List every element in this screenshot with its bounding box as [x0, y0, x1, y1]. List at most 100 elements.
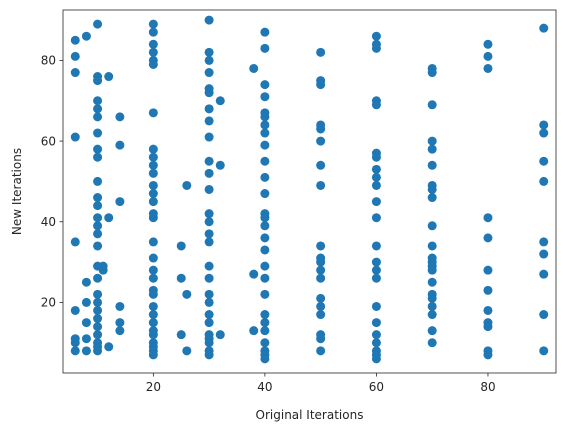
data-point [93, 112, 103, 122]
data-point [93, 314, 103, 324]
data-point [115, 197, 125, 207]
data-point [93, 201, 103, 211]
data-point [260, 354, 270, 364]
data-point [115, 301, 125, 311]
data-point [215, 160, 225, 170]
data-point [148, 27, 158, 37]
data-point [539, 310, 549, 320]
data-point [204, 184, 214, 194]
data-point [427, 326, 437, 336]
data-point [204, 273, 214, 283]
data-point [260, 140, 270, 150]
data-point [260, 120, 270, 130]
y-tick-label: 20 [41, 296, 56, 310]
data-point [316, 180, 326, 190]
data-point [260, 112, 270, 122]
data-point [260, 318, 270, 328]
data-point [371, 257, 381, 267]
data-point [93, 104, 103, 114]
data-point [539, 156, 549, 166]
data-point [204, 229, 214, 239]
data-point [316, 160, 326, 170]
data-point [204, 104, 214, 114]
data-point [483, 51, 493, 61]
data-point [148, 59, 158, 69]
data-point [260, 27, 270, 37]
data-point [93, 221, 103, 231]
data-point [316, 334, 326, 344]
data-point [539, 128, 549, 138]
data-point [427, 144, 437, 154]
data-point [204, 318, 214, 328]
data-point [148, 160, 158, 170]
data-point [93, 19, 103, 29]
data-point [204, 88, 214, 98]
data-point [81, 346, 91, 356]
data-point [483, 39, 493, 49]
data-point [316, 301, 326, 311]
data-point [260, 261, 270, 271]
data-point [427, 160, 437, 170]
x-tick-label: 60 [369, 380, 384, 394]
data-point [148, 189, 158, 199]
data-point [176, 241, 186, 251]
data-point [260, 172, 270, 182]
data-point [148, 265, 158, 275]
data-point [115, 140, 125, 150]
data-point [81, 31, 91, 41]
data-point [104, 213, 114, 223]
data-point [427, 310, 437, 320]
data-point [371, 100, 381, 110]
data-point [70, 35, 80, 45]
data-point [204, 310, 214, 320]
data-point [93, 76, 103, 86]
data-point [260, 156, 270, 166]
plot-frame [62, 9, 557, 374]
data-point [371, 273, 381, 283]
data-point [371, 180, 381, 190]
data-point [371, 241, 381, 251]
data-point [427, 265, 437, 275]
data-point [148, 318, 158, 328]
data-point [427, 100, 437, 110]
data-point [93, 297, 103, 307]
data-point [104, 72, 114, 82]
data-point [93, 229, 103, 239]
data-point [104, 342, 114, 352]
data-point [115, 318, 125, 328]
x-tick-label: 20 [146, 380, 161, 394]
data-point [204, 47, 214, 57]
data-point [316, 257, 326, 267]
data-point [204, 116, 214, 126]
data-point [204, 350, 214, 360]
data-point [93, 346, 103, 356]
y-tick-label: 40 [41, 215, 56, 229]
data-point [371, 31, 381, 41]
data-point [93, 176, 103, 186]
data-point [148, 144, 158, 154]
data-point [93, 128, 103, 138]
data-point [148, 152, 158, 162]
data-point [148, 168, 158, 178]
data-point [316, 124, 326, 134]
data-point [316, 310, 326, 320]
data-point [316, 47, 326, 57]
data-point [148, 39, 158, 49]
data-point [98, 265, 108, 275]
data-point [176, 273, 186, 283]
data-point [427, 68, 437, 78]
data-point [427, 293, 437, 303]
data-point [115, 326, 125, 336]
data-point [93, 330, 103, 340]
data-point [483, 305, 493, 315]
data-point [316, 136, 326, 146]
data-point [93, 193, 103, 203]
data-point [148, 301, 158, 311]
data-point [371, 338, 381, 348]
data-point [70, 346, 80, 356]
data-point [93, 322, 103, 332]
data-point [93, 213, 103, 223]
data-point [316, 80, 326, 90]
data-point [204, 297, 214, 307]
data-point [215, 330, 225, 340]
